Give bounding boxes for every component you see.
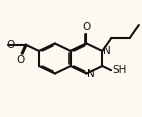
Text: N: N [103,46,111,56]
Text: O: O [6,40,14,50]
Text: SH: SH [112,65,127,75]
Text: O: O [82,22,91,32]
Text: N: N [87,69,95,79]
Text: O: O [17,55,25,65]
